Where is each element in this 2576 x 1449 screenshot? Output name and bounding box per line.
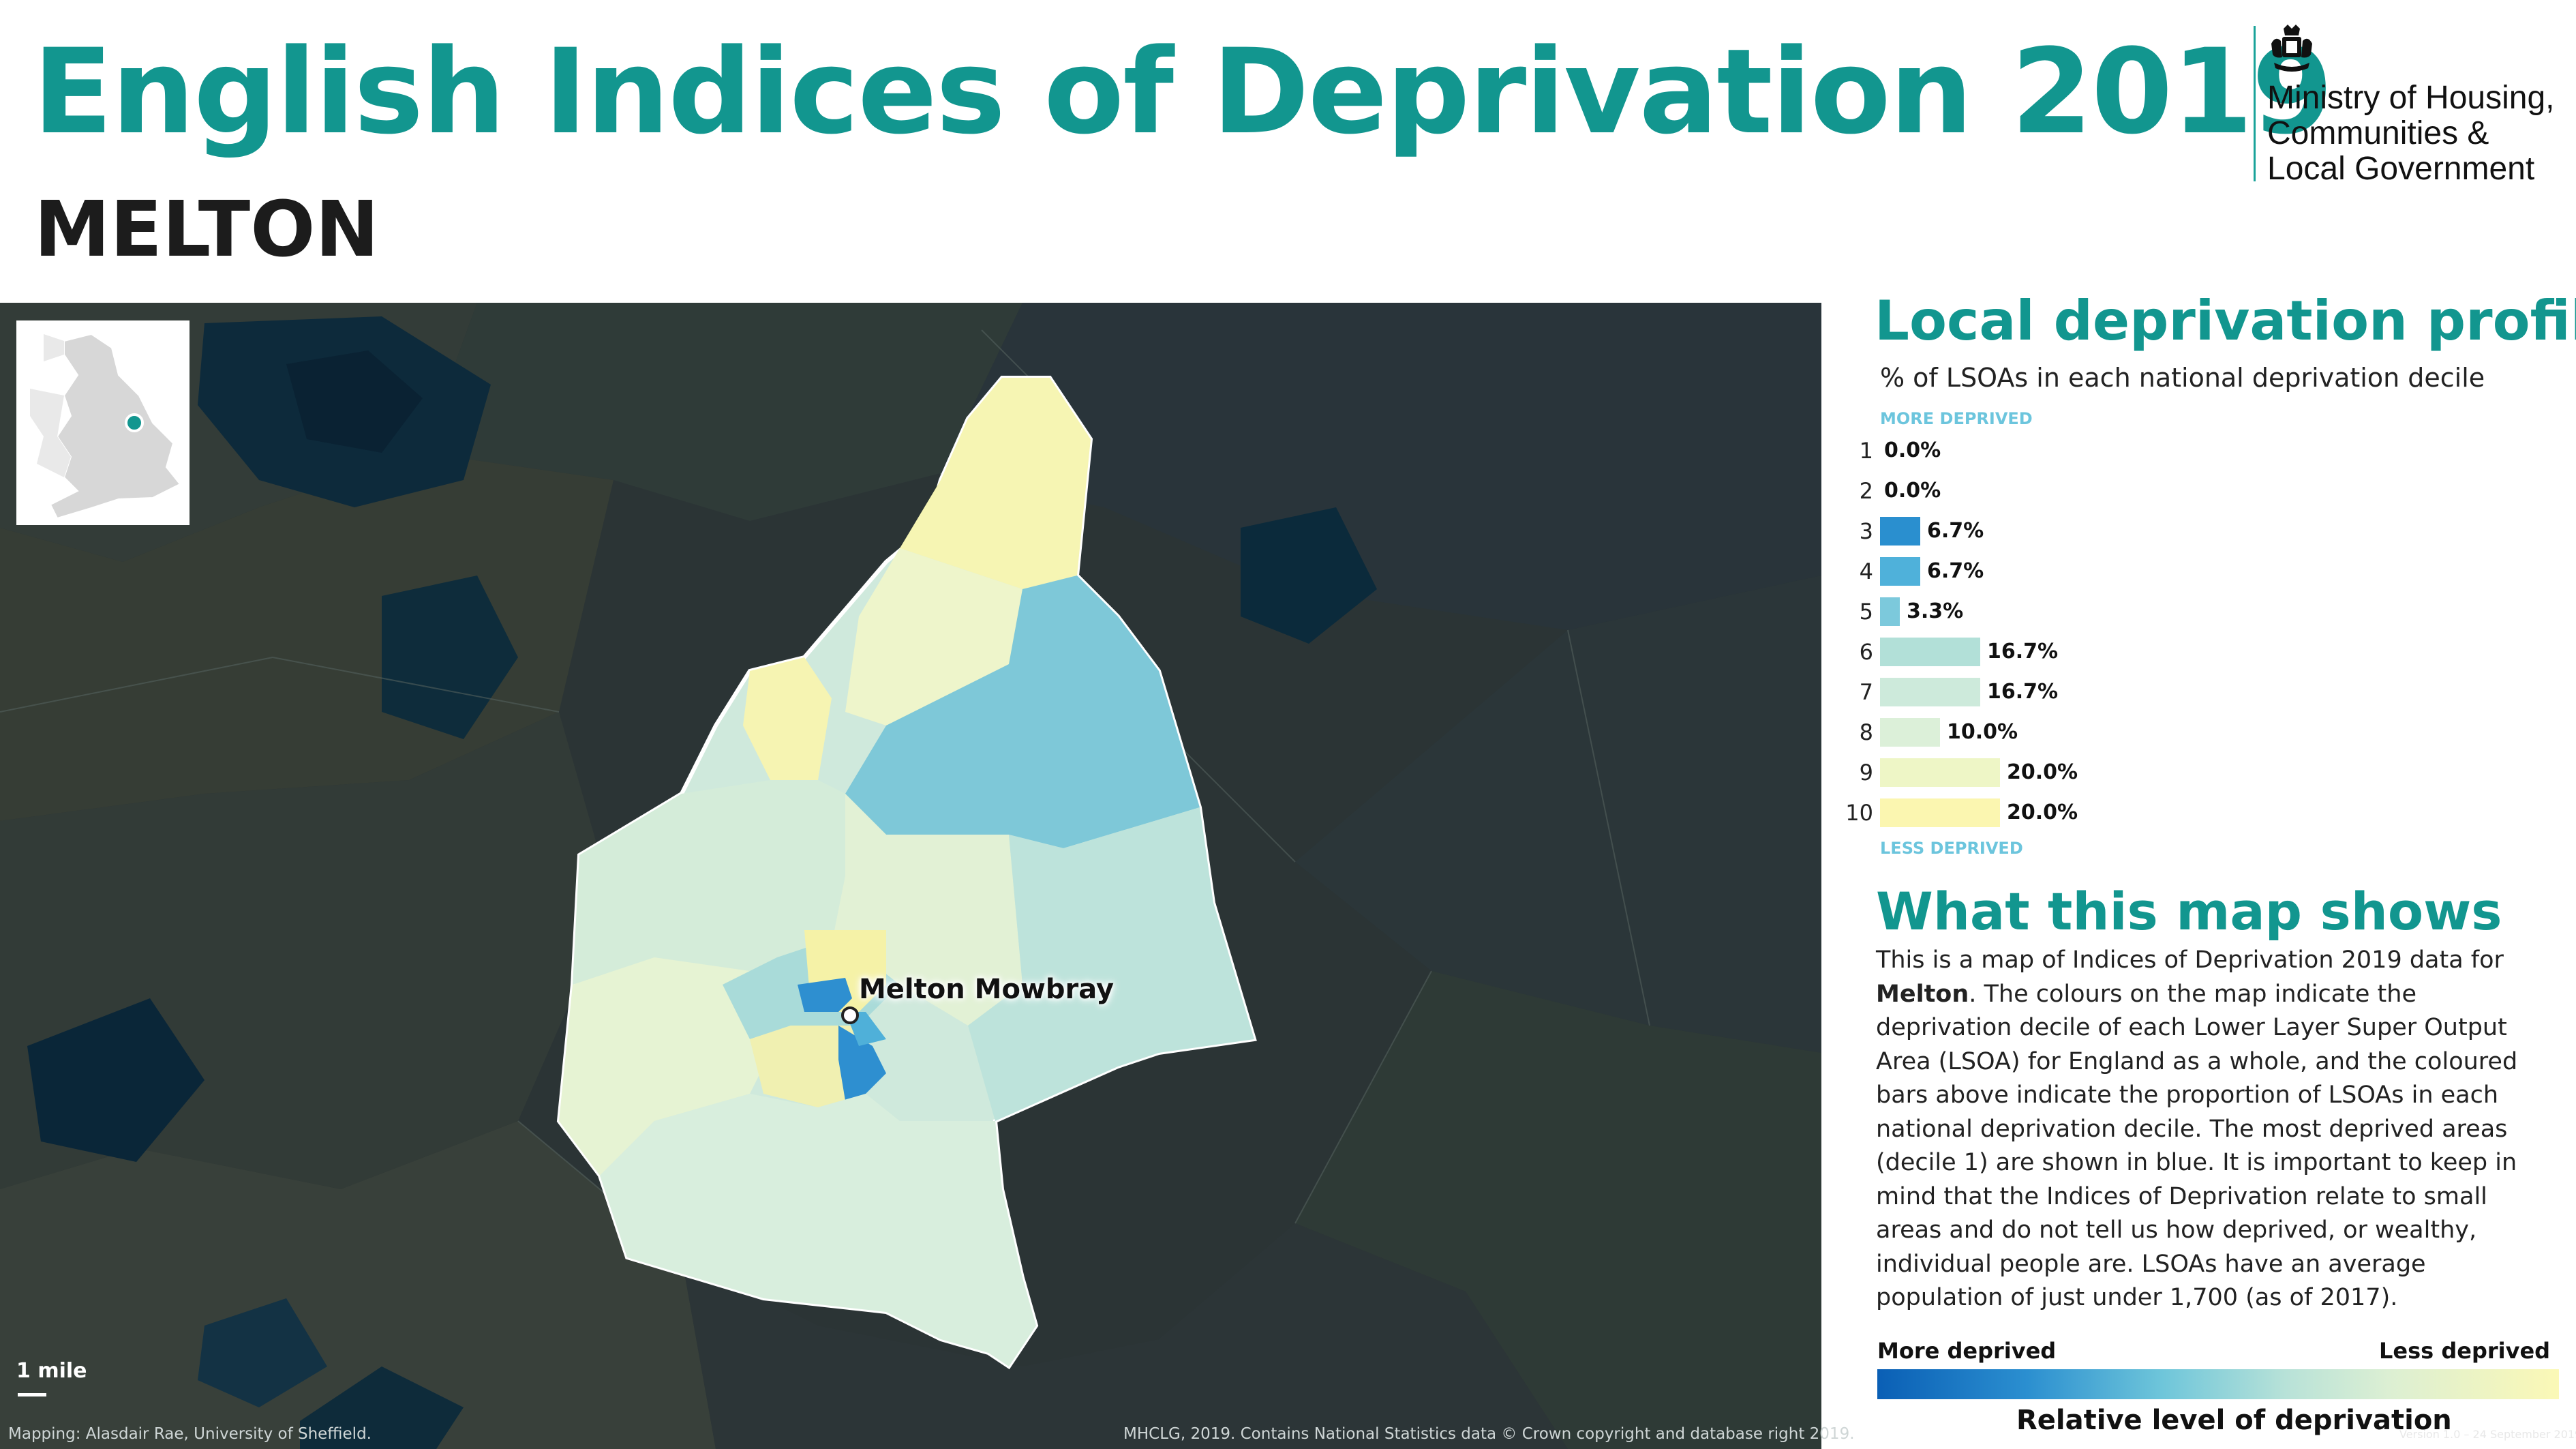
decile-row: 10 20.0% (1840, 793, 2195, 833)
decile-number: 10 (1845, 800, 1873, 826)
page-title: English Indices of Deprivation 2019 (33, 23, 2333, 160)
town-label[interactable]: Melton Mowbray (859, 974, 1115, 1005)
decile-percent-label: 16.7% (1986, 640, 2059, 663)
decile-bar (1880, 758, 2000, 787)
location-marker-icon (125, 413, 144, 432)
more-deprived-label: MORE DEPRIVED (1880, 409, 2033, 428)
data-credit: MHCLG, 2019. Contains National Statistic… (1123, 1425, 1855, 1443)
decile-percent-label: 20.0% (2007, 801, 2078, 824)
decile-percent-label: 20.0% (2007, 760, 2078, 784)
shows-text-after: . The colours on the map indicate the de… (1876, 980, 2518, 1312)
decile-number: 3 (1859, 518, 1873, 544)
decile-percent-label: 10.0% (1947, 720, 2018, 744)
decile-percent-label: 3.3% (1907, 599, 1964, 623)
legend-more-label: More deprived (1877, 1338, 2057, 1364)
decile-row: 3 6.7% (1840, 511, 2195, 552)
decile-percent-label: 0.0% (1884, 479, 1941, 503)
decile-row: 4 6.7% (1840, 552, 2195, 592)
mapping-credit: Mapping: Alasdair Rae, University of She… (8, 1425, 372, 1443)
profile-subtitle: % of LSOAs in each national deprivation … (1880, 363, 2485, 393)
decile-number: 1 (1859, 438, 1873, 464)
decile-percent-label: 0.0% (1884, 438, 1941, 462)
less-deprived-label: LESS DEPRIVED (1880, 839, 2023, 858)
decile-number: 5 (1859, 599, 1873, 625)
decile-bar (1880, 517, 1920, 546)
decile-number: 2 (1859, 478, 1873, 504)
shows-text-before: This is a map of Indices of Deprivation … (1876, 946, 2504, 974)
england-outline (16, 320, 190, 525)
legend-color-ramp (1877, 1369, 2559, 1399)
decile-percent-label: 6.7% (1926, 559, 1984, 583)
royal-crest-icon (2271, 25, 2312, 72)
decile-bar (1880, 597, 1900, 626)
decile-row: 9 20.0% (1840, 753, 2195, 793)
shows-title: What this map shows (1876, 881, 2502, 942)
legend-caption: Relative level of deprivation (2016, 1405, 2452, 1436)
profile-title: Local deprivation profile (1875, 289, 2576, 353)
decile-bar (1880, 557, 1920, 586)
deprivation-map[interactable] (0, 303, 1821, 1449)
shows-area-name: Melton (1876, 980, 1969, 1008)
decile-bar (1880, 798, 2000, 827)
decile-number: 9 (1859, 760, 1873, 786)
decile-bar (1880, 638, 1980, 666)
decile-row: 2 0.0% (1840, 471, 2195, 511)
decile-number: 7 (1859, 679, 1873, 705)
version-note: Version 1.0 – 24 September 2019 (2399, 1428, 2576, 1441)
legend-less-label: Less deprived (2379, 1338, 2551, 1364)
shows-paragraph: This is a map of Indices of Deprivation … (1876, 944, 2558, 1315)
decile-number: 8 (1859, 719, 1873, 745)
ministry-name: Ministry of Housing, Communities & Local… (2267, 80, 2555, 187)
melton-district-shape[interactable] (556, 376, 1257, 1370)
decile-row: 1 0.0% (1840, 431, 2195, 471)
scale-bar (18, 1393, 46, 1396)
town-marker-icon[interactable] (841, 1006, 859, 1024)
decile-number: 4 (1859, 558, 1873, 584)
map-canvas (0, 303, 1821, 1449)
decile-row: 8 10.0% (1840, 713, 2195, 753)
decile-percent-label: 6.7% (1926, 519, 1984, 543)
logo-rule (2254, 26, 2256, 181)
decile-number: 6 (1859, 639, 1873, 665)
decile-bar (1880, 678, 1980, 706)
inset-locator-map (16, 320, 190, 525)
scale-label: 1 mile (16, 1359, 87, 1383)
decile-percent-label: 16.7% (1986, 680, 2059, 704)
decile-row: 6 16.7% (1840, 632, 2195, 672)
area-name: MELTON (34, 185, 380, 274)
decile-bar (1880, 718, 1940, 747)
decile-row: 5 3.3% (1840, 592, 2195, 632)
decile-row: 7 16.7% (1840, 672, 2195, 713)
ministry-logo: Ministry of Housing, Communities & Local… (2249, 20, 2563, 187)
